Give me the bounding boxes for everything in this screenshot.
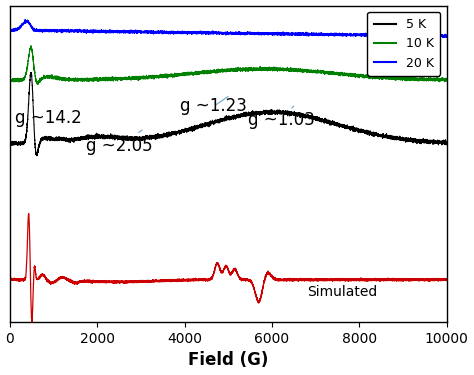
X-axis label: Field (G): Field (G): [188, 351, 268, 369]
Legend: 5 K, 10 K, 20 K: 5 K, 10 K, 20 K: [367, 12, 440, 76]
Text: g ~1.23: g ~1.23: [180, 96, 247, 116]
Text: g ~14.2: g ~14.2: [15, 104, 82, 127]
Text: g ~1.03: g ~1.03: [248, 106, 315, 129]
Text: g ~2.05: g ~2.05: [86, 130, 153, 155]
Text: Simulated: Simulated: [307, 285, 377, 299]
